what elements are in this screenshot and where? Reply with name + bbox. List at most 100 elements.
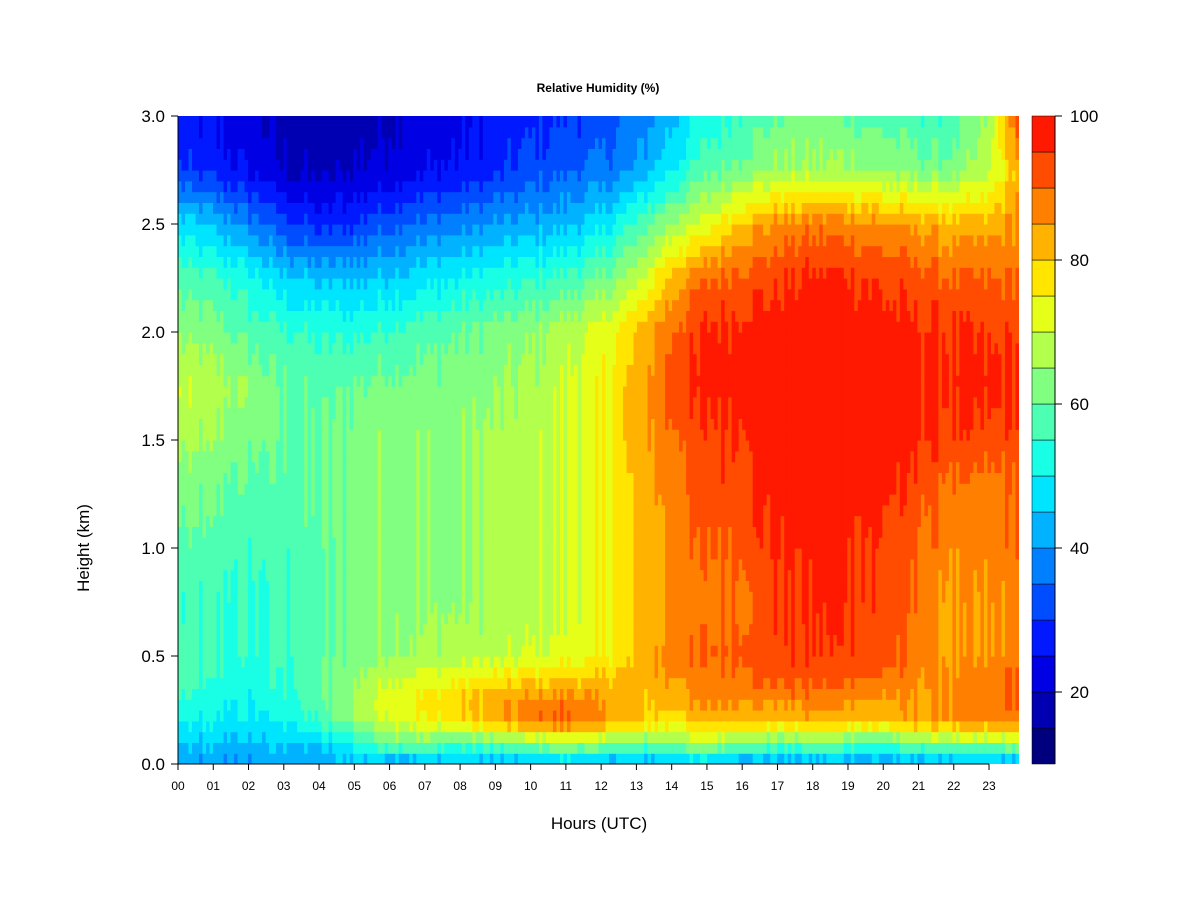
heatmap-cell <box>230 472 235 484</box>
heatmap-cell <box>416 396 421 409</box>
heatmap-cell <box>384 515 389 527</box>
heatmap-cell <box>188 753 193 764</box>
heatmap-cell <box>220 526 225 538</box>
heatmap-cell <box>188 461 193 473</box>
heatmap-cell <box>433 720 438 733</box>
heatmap-cell <box>279 396 284 409</box>
heatmap-cell <box>426 342 431 355</box>
heatmap-cell <box>395 699 400 711</box>
heatmap-cell <box>279 602 284 614</box>
heatmap-cell <box>384 159 389 171</box>
heatmap-cell <box>251 558 256 571</box>
heatmap-cell <box>388 483 393 495</box>
heatmap-cell <box>391 191 396 203</box>
heatmap-cell <box>353 159 358 171</box>
heatmap-cell <box>356 612 361 625</box>
heatmap-cell <box>262 288 267 301</box>
heatmap-cell <box>188 288 193 301</box>
heatmap-cell <box>360 245 365 257</box>
heatmap-cell <box>293 278 298 290</box>
heatmap-cell <box>398 753 403 764</box>
heatmap-cell <box>216 202 221 214</box>
heatmap-cell <box>227 202 232 214</box>
heatmap-cell <box>234 515 239 527</box>
heatmap-cell <box>402 213 407 225</box>
heatmap-cell <box>398 375 403 387</box>
heatmap-cell <box>220 548 225 560</box>
heatmap-cell <box>328 116 333 128</box>
heatmap-cell <box>304 558 309 571</box>
heatmap-cell <box>199 461 204 473</box>
heatmap-cell <box>209 602 214 614</box>
heatmap-cell <box>248 126 253 139</box>
heatmap-cell <box>227 526 232 538</box>
heatmap-cell <box>311 710 316 722</box>
heatmap-cell <box>244 332 249 344</box>
heatmap-cell <box>405 332 410 344</box>
heatmap-cell <box>374 742 379 754</box>
heatmap-cell <box>216 731 221 743</box>
heatmap-cell <box>426 202 431 214</box>
heatmap-cell <box>300 688 305 700</box>
heatmap-cell <box>461 742 466 754</box>
heatmap-cell <box>213 742 218 754</box>
heatmap-cell <box>202 580 207 592</box>
heatmap-cell <box>440 418 445 430</box>
heatmap-cell <box>223 720 228 733</box>
heatmap-cell <box>374 504 379 517</box>
heatmap-cell <box>342 429 347 441</box>
heatmap-cell <box>195 666 200 679</box>
heatmap-cell <box>185 602 190 614</box>
heatmap-cell <box>199 375 204 387</box>
heatmap-cell <box>430 256 435 268</box>
heatmap-cell <box>437 148 442 160</box>
heatmap-cell <box>447 180 452 193</box>
heatmap-cell <box>349 483 354 495</box>
heatmap-cell <box>402 191 407 203</box>
heatmap-cell <box>241 310 246 322</box>
heatmap-cell <box>297 278 302 290</box>
heatmap-cell <box>230 418 235 430</box>
heatmap-cell <box>409 170 414 182</box>
heatmap-cell <box>398 634 403 646</box>
heatmap-cell <box>262 278 267 290</box>
heatmap-cell <box>195 310 200 322</box>
heatmap-cell <box>346 245 351 257</box>
heatmap-cell <box>367 116 372 128</box>
heatmap-cell <box>262 213 267 225</box>
heatmap-cell <box>248 677 253 689</box>
heatmap-cell <box>395 731 400 743</box>
heatmap-cell <box>230 429 235 441</box>
heatmap-cell <box>223 602 228 614</box>
heatmap-cell <box>321 461 326 473</box>
heatmap-cell <box>311 278 316 290</box>
heatmap-cell <box>458 591 463 603</box>
heatmap-cell <box>321 677 326 689</box>
heatmap-cell <box>325 137 330 149</box>
heatmap-cell <box>251 720 256 733</box>
heatmap-cell <box>405 591 410 603</box>
heatmap-cell <box>342 278 347 290</box>
heatmap-cell <box>272 202 277 214</box>
heatmap-cell <box>262 742 267 754</box>
heatmap-cell <box>381 666 386 679</box>
heatmap-cell <box>188 353 193 365</box>
heatmap-cell <box>223 526 228 538</box>
heatmap-cell <box>188 472 193 484</box>
heatmap-cell <box>465 170 470 182</box>
heatmap-cell <box>181 483 186 495</box>
heatmap-cell <box>405 623 410 635</box>
heatmap-cell <box>339 537 344 549</box>
heatmap-cell <box>206 472 211 484</box>
heatmap-cell <box>356 429 361 441</box>
heatmap-cell <box>202 645 207 657</box>
heatmap-cell <box>423 202 428 214</box>
heatmap-cell <box>213 224 218 236</box>
heatmap-cell <box>248 753 253 764</box>
heatmap-cell <box>461 256 466 268</box>
heatmap-cell <box>377 191 382 203</box>
heatmap-cell <box>426 548 431 560</box>
heatmap-cell <box>248 375 253 387</box>
heatmap-cell <box>447 526 452 538</box>
heatmap-cell <box>230 126 235 139</box>
